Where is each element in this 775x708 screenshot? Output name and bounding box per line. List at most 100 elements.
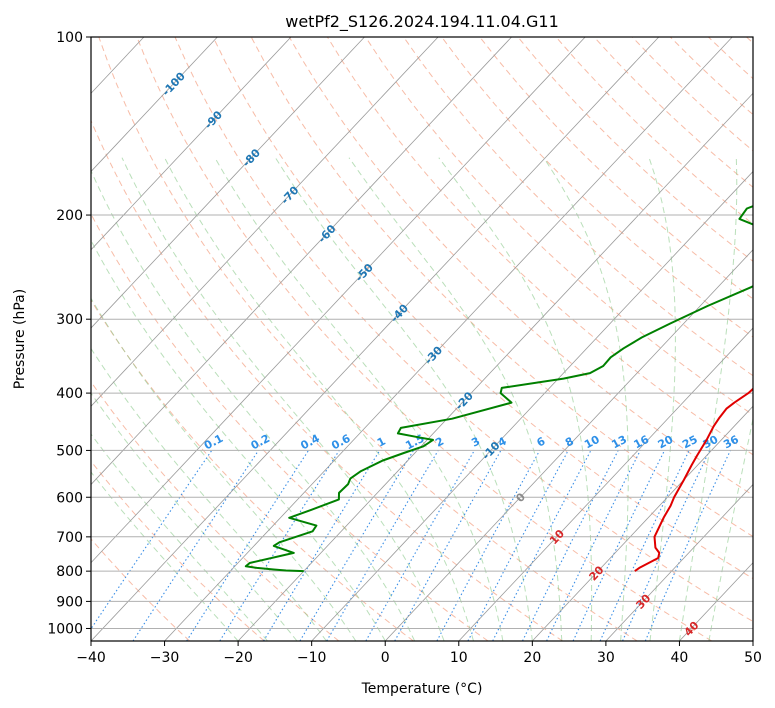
mixing-ratio-label: 0.6 — [329, 432, 353, 453]
isotherm-line — [91, 37, 292, 251]
mixing-ratio-label: 13 — [609, 433, 629, 452]
mixing-ratio-line — [132, 450, 259, 641]
plot-frame — [90, 36, 754, 642]
isotherm-line — [91, 37, 586, 564]
moist-adiabat — [678, 157, 738, 641]
mixing-ratio-label: 0.2 — [249, 432, 272, 453]
mixing-ratio-line — [263, 450, 381, 641]
moist-adiabat — [164, 157, 474, 641]
moist-adiabat — [348, 157, 563, 641]
mixing-ratio-line — [599, 450, 690, 641]
series-temperature-line — [634, 387, 753, 572]
y-tick-label: 600 — [56, 490, 83, 506]
dry-adiabat — [174, 37, 753, 623]
x-axis: −40 −30 −20 −10 0 10 20 30 40 50 — [76, 641, 762, 666]
x-tick-label: −10 — [297, 650, 327, 666]
mixing-ratio-line — [219, 450, 340, 641]
mixing-ratio-line — [644, 450, 731, 641]
y-tick-label: 700 — [56, 530, 83, 546]
isotherm-line — [384, 249, 753, 641]
dry-adiabat — [250, 37, 753, 538]
dry-adiabat — [479, 37, 753, 300]
isotherm-line — [532, 405, 753, 641]
mixing-ratio-label: 6 — [535, 434, 548, 449]
x-tick-label: 10 — [450, 650, 468, 666]
isotherm-line — [91, 37, 439, 407]
isotherm-line — [752, 640, 753, 641]
moist-adiabat — [91, 347, 327, 641]
dry-adiabat — [365, 37, 753, 416]
y-tick-label: 400 — [56, 386, 83, 402]
moist-adiabat — [91, 169, 416, 641]
moist-adiabat — [708, 416, 753, 641]
mixing-ratio-label: 16 — [632, 433, 652, 452]
series-dewpoint-line — [244, 205, 753, 573]
x-axis-label: Temperature (°C) — [361, 681, 483, 697]
dry-adiabat — [98, 37, 638, 641]
moist-adiabat — [91, 433, 268, 641]
isotherm-line — [0, 37, 70, 641]
mixing-ratio-label: 2 — [433, 435, 446, 450]
mixing-ratio-line — [467, 450, 569, 641]
y-tick-label: 800 — [56, 564, 83, 580]
x-tick-label: 20 — [523, 650, 541, 666]
dry-adiabat — [326, 37, 753, 456]
moist-adiabat — [438, 157, 593, 641]
isotherm-line — [164, 37, 733, 641]
isotherm-label: -100 — [160, 69, 189, 98]
mixing-ratio-label: 0.1 — [202, 432, 225, 453]
dry-adiabat — [212, 37, 753, 580]
dry-adiabat — [136, 37, 713, 641]
isotherm-line — [458, 327, 753, 641]
y-tick-label: 900 — [56, 594, 83, 610]
isotherm-line — [605, 483, 753, 641]
mixing-ratio-label: 25 — [680, 433, 700, 452]
y-tick-label: 200 — [56, 208, 83, 224]
isotherm-line — [311, 170, 753, 641]
moist-adiabat — [91, 392, 298, 641]
mixing-ratio-label: 0.4 — [298, 432, 322, 453]
background-lines — [91, 37, 753, 641]
x-tick-label: −20 — [223, 650, 253, 666]
mixing-ratio-line — [186, 450, 309, 641]
isotherm-line — [91, 37, 660, 641]
y-tick-label: 500 — [56, 443, 83, 459]
y-axis-label: Pressure (hPa) — [12, 289, 28, 389]
isotherm-line — [237, 92, 753, 641]
dry-adiabat — [288, 37, 753, 496]
mixing-ratio-line — [522, 450, 619, 641]
mixing-ratio-line — [394, 450, 502, 641]
dry-adiabat — [91, 119, 563, 641]
dry-adiabat — [708, 37, 753, 80]
mixing-ratio-line — [622, 450, 711, 641]
x-tick-label: 0 — [381, 650, 390, 666]
mixing-ratio-labels: 0.1 0.2 0.4 0.6 1 1.5 2 3 4 6 8 10 13 16 20 25 30 36 — [202, 432, 741, 453]
moist-adiabat — [91, 297, 357, 641]
mixing-ratio-label: 20 — [656, 433, 676, 452]
dry-adiabat — [91, 460, 265, 641]
isotherm-line — [91, 37, 218, 173]
mixing-ratio-label: 36 — [721, 433, 741, 452]
chart-title: wetPf2_S126.2024.194.11.04.G11 — [285, 12, 559, 32]
isotherm-line — [91, 37, 365, 329]
x-tick-label: −30 — [150, 650, 180, 666]
moist-adiabat — [274, 157, 533, 641]
moist-adiabat — [121, 157, 445, 641]
mixing-ratio-line — [365, 450, 475, 641]
isotherm-line — [91, 37, 512, 486]
x-tick-label: 50 — [744, 650, 762, 666]
mixing-ratio-label: 10 — [582, 433, 602, 452]
mixing-ratio-label: 1 — [375, 435, 388, 450]
moist-adiabat — [91, 471, 239, 641]
mixing-ratio-line — [436, 450, 541, 641]
moist-adiabat — [543, 157, 629, 641]
moist-adiabat — [648, 157, 676, 641]
x-tick-label: 40 — [671, 650, 689, 666]
dry-adiabat — [669, 37, 753, 116]
dry-adiabat — [91, 212, 489, 641]
mixing-ratio-label: 8 — [563, 435, 576, 450]
dry-adiabat — [593, 37, 753, 188]
grid — [0, 37, 753, 641]
